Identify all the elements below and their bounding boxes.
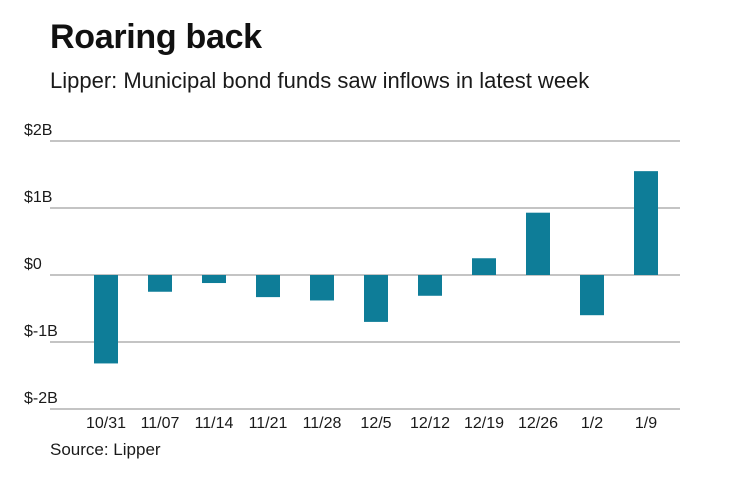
x-tick-label: 11/07: [141, 415, 180, 432]
bar-11-07: [148, 275, 172, 292]
x-tick-label: 12/5: [360, 415, 391, 432]
bar-1-9: [634, 171, 658, 275]
bar-11-28: [310, 275, 334, 301]
x-tick-label: 12/19: [464, 415, 504, 432]
y-tick-label: $-2B: [24, 390, 58, 407]
bars: [94, 171, 658, 364]
source-note: Source: Lipper: [50, 440, 161, 459]
y-tick-label: $-1B: [24, 323, 58, 340]
x-tick-label: 1/2: [581, 415, 603, 432]
bar-12-26: [526, 212, 550, 275]
bar-12-5: [364, 275, 388, 322]
x-tick-label: 12/12: [410, 415, 450, 432]
bar-1-2: [580, 275, 604, 316]
bar-10-31: [94, 275, 118, 364]
x-tick-label: 11/21: [249, 415, 288, 432]
y-tick-label: $1B: [24, 189, 52, 206]
chart-subtitle: Lipper: Municipal bond funds saw inflows…: [50, 68, 590, 93]
bar-11-21: [256, 275, 280, 298]
bar-11-14: [202, 275, 226, 284]
x-tick-label: 10/31: [86, 415, 126, 432]
y-axis-tick-labels: $2B $1B $0 $-1B $-2B: [24, 122, 58, 407]
x-tick-label: 11/14: [195, 415, 234, 432]
x-tick-label: 12/26: [518, 415, 558, 432]
x-axis-tick-labels: 10/31 11/07 11/14 11/21 11/28 12/5 12/12 12/19 1…: [86, 415, 657, 432]
chart-title: Roaring back: [50, 18, 262, 56]
y-tick-label: $0: [24, 256, 42, 273]
x-tick-label: 11/28: [303, 415, 342, 432]
x-tick-label: 1/9: [635, 415, 657, 432]
bar-12-12: [418, 275, 442, 296]
bar-12-19: [472, 258, 496, 275]
y-tick-label: $2B: [24, 122, 52, 139]
